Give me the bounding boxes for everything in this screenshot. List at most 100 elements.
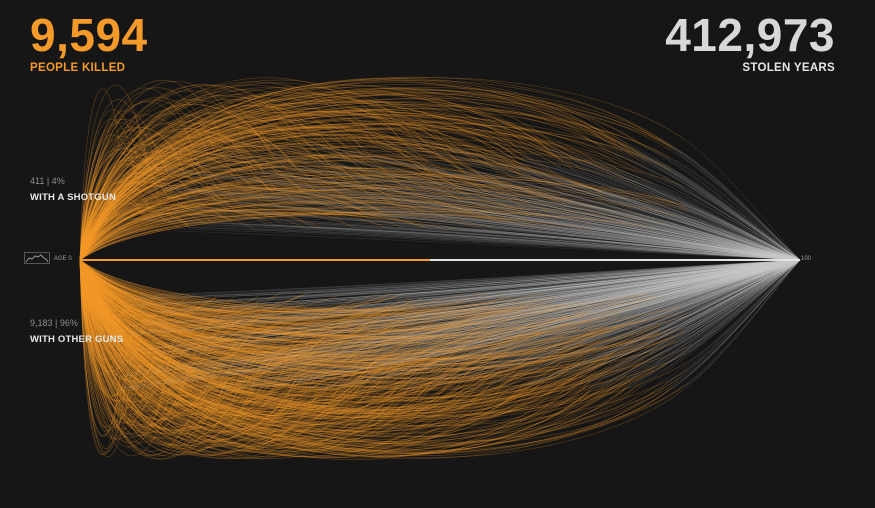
life-arc	[79, 259, 126, 453]
life-arc	[79, 259, 444, 319]
stolen-arc	[143, 259, 801, 350]
stolen-arc	[133, 259, 801, 326]
life-arc	[79, 145, 373, 261]
life-arc	[79, 259, 292, 359]
life-arc	[79, 259, 154, 381]
life-arc	[79, 174, 530, 261]
life-arc	[79, 90, 547, 261]
life-arc	[79, 136, 296, 261]
stolen-arc	[629, 259, 801, 385]
stolen-arc	[410, 259, 801, 329]
life-arc	[79, 259, 579, 432]
life-arc	[79, 182, 490, 261]
stolen-arc	[267, 224, 801, 261]
life-arc	[79, 259, 435, 354]
other-guns-group-label[interactable]: 9,183 | 96% WITH OTHER GUNS	[30, 318, 123, 345]
stolen-arc	[221, 259, 801, 363]
stolen-arc	[546, 147, 801, 261]
life-arc	[79, 127, 185, 261]
life-arc	[79, 259, 251, 373]
shotgun-group-label[interactable]: 411 | 4% WITH A SHOTGUN	[30, 176, 116, 203]
stolen-arc	[137, 259, 801, 350]
stolen-arc	[364, 259, 801, 376]
stolen-arc	[280, 222, 801, 261]
stolen-arc	[258, 259, 801, 309]
life-arc	[79, 259, 516, 337]
life-arc	[79, 259, 151, 340]
life-arc	[79, 153, 463, 261]
stolen-arc	[158, 161, 801, 261]
life-arc	[79, 259, 424, 405]
stolen-arc	[687, 259, 801, 370]
life-arc	[79, 259, 418, 386]
stolen-arc	[614, 259, 801, 329]
stolen-arc	[160, 182, 801, 261]
life-arc	[79, 259, 519, 389]
life-arc	[79, 170, 555, 261]
stolen-arc	[172, 259, 801, 315]
stolen-arc	[305, 222, 801, 261]
stolen-arc	[676, 259, 801, 337]
stolen-arc	[396, 259, 801, 388]
stolen-arc	[269, 259, 801, 363]
stolen-arc	[408, 259, 801, 377]
life-arc	[79, 259, 552, 331]
stolen-arc	[307, 259, 801, 294]
life-arc	[79, 77, 620, 261]
stolen-arc	[567, 259, 801, 346]
stolen-arc	[365, 212, 801, 261]
life-arc	[79, 259, 494, 325]
stolen-arc	[270, 153, 801, 261]
life-arc	[79, 259, 690, 447]
life-arc	[79, 259, 337, 460]
life-arc	[79, 259, 638, 344]
life-arc	[79, 119, 150, 261]
life-arc	[79, 259, 322, 380]
stolen-arc	[147, 188, 801, 261]
life-arc	[79, 259, 659, 371]
life-arc	[79, 196, 368, 261]
life-arc	[79, 188, 370, 261]
stolen-arc	[485, 259, 801, 320]
life-arc	[79, 259, 394, 403]
life-arc	[79, 259, 663, 365]
life-arc	[79, 259, 278, 315]
life-arc	[79, 259, 156, 340]
life-arc	[79, 259, 486, 350]
life-arc	[79, 259, 682, 331]
life-arc	[79, 259, 308, 425]
life-arc	[79, 259, 387, 313]
stolen-arc	[619, 139, 801, 261]
life-arc	[79, 117, 572, 261]
life-arc	[79, 259, 288, 416]
stolen-arc	[294, 259, 801, 314]
life-arc	[79, 259, 207, 456]
life-arc	[79, 259, 256, 396]
life-arc	[79, 259, 306, 311]
life-arc	[79, 185, 228, 261]
life-arc	[79, 122, 231, 261]
age-histogram-icon[interactable]	[24, 252, 50, 264]
life-arc	[79, 259, 609, 362]
shotgun-name: WITH A SHOTGUN	[30, 191, 117, 203]
life-arc	[79, 259, 256, 396]
stolen-arc	[176, 259, 801, 377]
life-arc	[79, 259, 157, 313]
life-arc	[79, 164, 265, 261]
life-arc	[79, 259, 196, 434]
stolen-arc	[546, 203, 801, 261]
life-arc	[79, 259, 469, 344]
life-arc	[79, 259, 468, 356]
stolen-arc	[346, 259, 801, 328]
stolen-arc	[229, 259, 801, 372]
stolen-arc	[391, 259, 801, 341]
stolen-arc	[513, 177, 801, 261]
stolen-arc	[299, 259, 801, 345]
life-arc	[79, 259, 372, 354]
stolen-arc	[318, 259, 801, 342]
life-arc	[79, 80, 592, 261]
life-arc	[79, 259, 287, 329]
stolen-arc	[183, 259, 801, 377]
life-arc	[79, 195, 118, 261]
life-arc	[79, 195, 505, 261]
